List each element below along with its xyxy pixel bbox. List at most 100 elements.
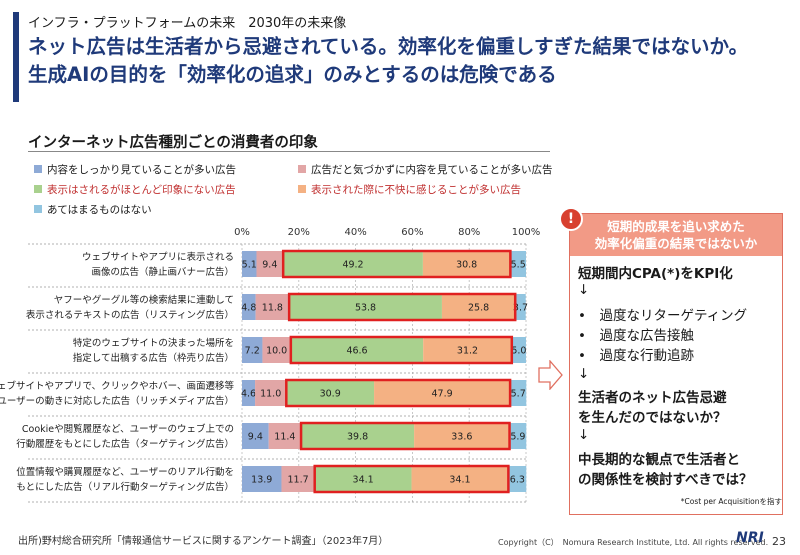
copyright: Copyright（C） Nomura Research Institute, … (498, 538, 769, 547)
bar-segment (281, 466, 315, 492)
x-tick-label: 60% (401, 227, 423, 238)
data-label: 13.9 (251, 475, 272, 486)
legend-label: 表示はされるがほとんど印象にない広告 (47, 184, 236, 196)
data-label: 4.8 (241, 303, 256, 314)
data-label: 11.8 (262, 303, 283, 314)
legend-swatch (298, 185, 306, 193)
bar-segment (301, 423, 415, 449)
bar-segment (411, 466, 509, 492)
data-label: 7.2 (245, 346, 260, 357)
page-number: 23 (772, 535, 786, 548)
legend-swatch (34, 185, 42, 193)
data-label: 46.6 (346, 346, 367, 357)
bar-segment (510, 251, 526, 277)
legend-item-1: 内容をしっかり見ていることが多い広告 (34, 162, 236, 177)
source-note: 出所)野村総合研究所「情報通信サービスに関するアンケート調査」（2023年7月） (18, 536, 389, 547)
legend-item-4: 表示された際に不快に感じることが多い広告 (298, 182, 521, 197)
panel-header: 短期的成果を追い求めた 効率化偏重の結果ではないか (570, 214, 782, 256)
category-label: 表示されるテキストの広告（リスティング広告） (26, 309, 234, 321)
legend-label: 表示された際に不快に感じることが多い広告 (311, 184, 521, 196)
panel-header-line-1: 短期的成果を追い求めた (607, 219, 745, 234)
data-label: 30.8 (456, 260, 477, 271)
data-label: 53.8 (355, 303, 376, 314)
data-label: 25.8 (468, 303, 489, 314)
data-label: 39.8 (347, 432, 368, 443)
category-label: 位置情報や購買履歴など、ユーザーのリアル行動を (16, 466, 234, 478)
highlight-box (313, 464, 510, 494)
arrow-down-icon: ↓ (578, 366, 590, 382)
data-label: 34.1 (449, 475, 470, 486)
panel-footnote: *Cost per Acquisitionを指す (680, 497, 782, 506)
panel-bullet-tracking: • 過度な行動追跡 (578, 348, 694, 364)
x-tick-label: 40% (344, 227, 366, 238)
category-label: 特定のウェブサイトの決まった場所を (73, 337, 234, 349)
data-label: 5.0 (511, 346, 526, 357)
bar-segment (515, 294, 526, 320)
page-title: ネット広告は生活者から忌避されている。効率化を偏重しすぎた結果ではないか。 生成… (28, 33, 748, 89)
highlight-box (281, 249, 512, 279)
category-label: もとにした広告（リアル行動ターゲティング広告） (16, 481, 234, 493)
legend-label: 内容をしっかり見ていることが多い広告 (47, 164, 236, 176)
bar-segment (510, 380, 527, 406)
category-label: ウェブサイトやアプリに表示される (82, 251, 234, 263)
bar-segment (509, 423, 527, 449)
category-label: 指定して出稿する広告（枠売り広告） (73, 352, 234, 364)
bar-segment (268, 423, 302, 449)
bar-segment (289, 294, 442, 320)
category-label: ヤフーやグーグル等の検索結果に連動して (54, 294, 234, 306)
legend-label: あてはまるものはない (47, 204, 152, 216)
stacked-bar-chart: 0% 20% 40% 60% 80% 100% ウェブサイトやアプリに表示される画像の広告（… (0, 227, 541, 503)
page-title-line-1: ネット広告は生活者から忌避されている。効率化を偏重しすぎた結果ではないか。 (28, 35, 749, 58)
bar-segment (242, 380, 256, 406)
panel-bullet-contact: • 過度な広告接触 (578, 328, 694, 344)
category-label: 画像の広告（静止画バナー広告） (91, 266, 234, 278)
legend-swatch (298, 165, 306, 173)
category-label: 行動履歴をもとにした広告（ターゲティング広告） (16, 438, 234, 450)
bar-segment (262, 337, 291, 363)
alert-icon: ! (559, 207, 583, 231)
data-label: 3.7 (513, 303, 528, 314)
page-title-line-2: 生成AIの目的を「効率化の追求」のみとするのは危険である (28, 63, 557, 86)
bar-segment (423, 337, 512, 363)
breadcrumb: インフラ・プラットフォームの未来 2030年の未来像 (28, 16, 347, 31)
bar-segment (511, 337, 526, 363)
bar-segment (508, 466, 527, 492)
x-tick-label: 20% (288, 227, 310, 238)
x-tick-label: 80% (458, 227, 480, 238)
category-label: ユーザーの動きに対応した広告（リッチメディア広告） (0, 395, 234, 407)
legend-swatch (34, 165, 42, 173)
panel-text-longterm-1: 中長期的な観点で生活者と (578, 452, 740, 468)
bar-segment (374, 380, 511, 406)
x-tick-label: 0% (234, 227, 250, 238)
panel-text-avoidance-1: 生活者のネット広告忌避 (578, 390, 727, 406)
data-label: 11.7 (288, 475, 309, 486)
bar-segment (414, 423, 510, 449)
bar-segment (441, 294, 516, 320)
chart-title: インターネット広告種別ごとの消費者の印象 (28, 135, 318, 151)
data-label: 33.6 (451, 432, 472, 443)
bar-segment (290, 337, 424, 363)
legend-label: 広告だと気づかずに内容を見ていることが多い広告 (311, 164, 553, 176)
data-label: 31.2 (457, 346, 478, 357)
bar-segment (255, 380, 287, 406)
data-label: 34.1 (353, 475, 374, 486)
x-tick-label: 100% (512, 227, 541, 238)
bar-segment (242, 251, 257, 277)
data-label: 5.1 (242, 260, 257, 271)
bar-segment (422, 251, 511, 277)
data-label: 10.0 (266, 346, 287, 357)
data-label: 5.7 (511, 389, 526, 400)
bar-segment (255, 294, 290, 320)
legend-item-5: あてはまるものはない (34, 202, 152, 217)
panel-text-kpi: 短期間内CPA(*)をKPI化 (578, 266, 733, 282)
nri-logo: NRI (736, 530, 764, 546)
category-label: Cookieや閲覧履歴など、ユーザーのウェブ上での (22, 423, 234, 435)
category-label: ウェブサイトやアプリで、クリックやホバー、画面遷移等 (0, 380, 234, 392)
highlight-box (285, 378, 512, 408)
bar-segment (286, 380, 375, 406)
highlight-box (299, 421, 511, 451)
conclusion-panel: 短期的成果を追い求めた 効率化偏重の結果ではないか 短期間内CPA(*)をKPI… (569, 213, 783, 515)
arrow-right-icon (538, 360, 563, 390)
legend-item-2: 広告だと気づかずに内容を見ていることが多い広告 (298, 162, 553, 177)
panel-text-avoidance-2: を生んだのではないか？ (578, 410, 727, 426)
